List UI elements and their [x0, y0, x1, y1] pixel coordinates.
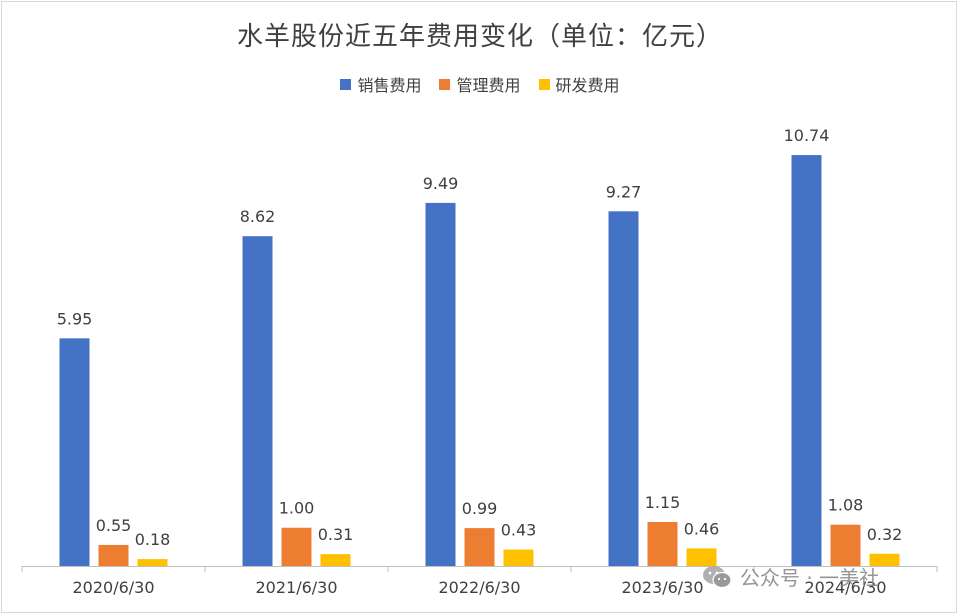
legend: 销售费用 管理费用 研发费用: [0, 72, 960, 96]
legend-swatch-rd: [538, 78, 550, 90]
bar-rd-4: [686, 548, 717, 566]
bar-admin-3: [464, 528, 495, 566]
bar-rd-3: [503, 549, 534, 566]
data-label-sales-4: 9.27: [606, 182, 642, 201]
bar-sales-1: [59, 338, 90, 566]
chart-title: 水羊股份近五年费用变化（单位：亿元）: [236, 22, 723, 52]
data-label-admin-3: 0.99: [462, 499, 498, 518]
bar-admin-1: [98, 544, 129, 566]
bar-sales-3: [425, 202, 456, 566]
x-tick-label-4: 2023/6/30: [621, 578, 703, 597]
data-label-sales-5: 10.74: [784, 126, 830, 145]
data-label-rd-4: 0.46: [684, 519, 720, 538]
data-label-admin-2: 1.00: [279, 499, 315, 518]
legend-item-rd: 研发费用: [538, 72, 620, 96]
legend-label-rd: 研发费用: [555, 76, 620, 95]
data-label-rd-3: 0.43: [501, 521, 537, 540]
legend-item-sales: 销售费用: [340, 72, 421, 96]
x-tick-label-3: 2022/6/30: [438, 578, 520, 597]
bar-admin-2: [281, 527, 312, 566]
watermark: 公众号 · 一美社: [702, 562, 879, 591]
legend-swatch-admin: [439, 78, 451, 90]
bar-admin-4: [647, 522, 678, 566]
x-tick-label-2: 2021/6/30: [255, 578, 337, 597]
x-tick-label-5: 2024/6/30: [804, 578, 886, 597]
bar-rd-5: [869, 553, 900, 566]
data-label-sales-2: 8.62: [240, 207, 276, 226]
data-label-admin-4: 1.15: [645, 493, 681, 512]
bar-sales-2: [242, 236, 273, 567]
bar-sales-4: [608, 211, 639, 567]
data-label-sales-3: 9.49: [423, 174, 459, 193]
bar-admin-5: [830, 524, 861, 566]
bar-rd-2: [320, 554, 351, 566]
legend-item-admin: 管理费用: [439, 72, 521, 96]
data-label-rd-1: 0.18: [135, 530, 171, 549]
watermark-text: 公众号 · 一美社: [740, 566, 880, 590]
data-label-admin-1: 0.55: [96, 516, 132, 535]
data-label-rd-2: 0.31: [318, 525, 354, 544]
legend-swatch-sales: [340, 78, 352, 90]
bar-rd-1: [137, 559, 168, 566]
bar-sales-5: [791, 155, 822, 567]
data-label-rd-5: 0.32: [867, 525, 903, 544]
data-label-sales-1: 5.95: [57, 309, 93, 328]
legend-label-admin: 管理费用: [456, 76, 521, 95]
wechat-icon: [703, 565, 732, 588]
data-label-admin-5: 1.08: [828, 496, 864, 515]
legend-label-sales: 销售费用: [357, 76, 422, 95]
x-tick-label-1: 2020/6/30: [72, 578, 154, 597]
